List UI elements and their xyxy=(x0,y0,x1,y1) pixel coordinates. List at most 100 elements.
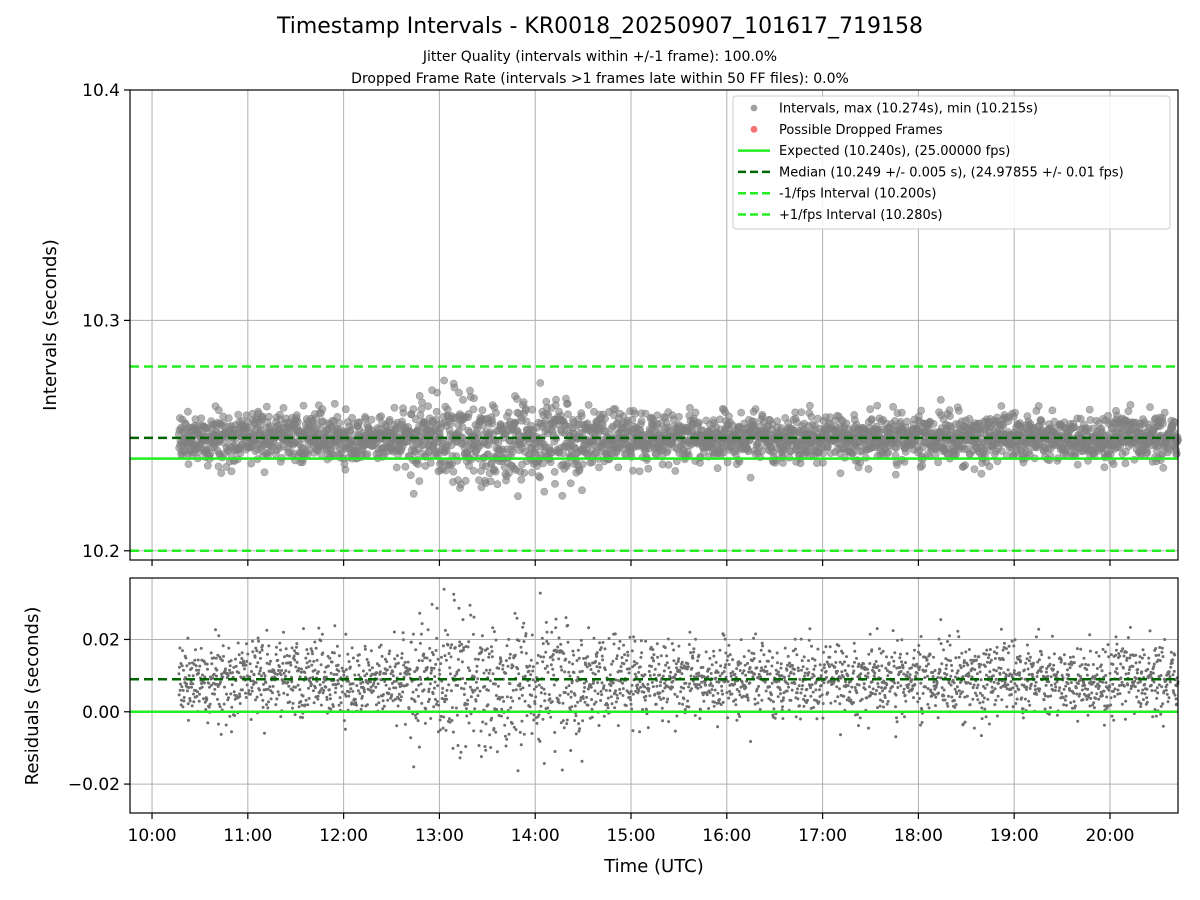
residual-point xyxy=(195,694,199,698)
residual-point xyxy=(569,695,573,699)
residual-point xyxy=(600,654,604,658)
residual-point xyxy=(399,695,403,699)
legend-label: +1/fps Interval (10.280s) xyxy=(779,208,943,223)
residual-point xyxy=(631,729,635,733)
residual-point xyxy=(310,663,314,667)
residual-point xyxy=(430,602,434,606)
residual-point xyxy=(447,652,451,655)
interval-point xyxy=(961,461,969,470)
residual-point xyxy=(593,689,597,693)
residual-point xyxy=(337,669,341,673)
residual-point xyxy=(666,697,670,701)
residual-point xyxy=(188,699,192,703)
residual-point xyxy=(763,680,767,684)
residual-point xyxy=(643,685,647,689)
residual-point xyxy=(738,715,742,718)
residual-point xyxy=(572,653,576,657)
residual-point xyxy=(623,653,627,657)
residual-point xyxy=(276,672,279,676)
residual-point xyxy=(328,693,332,697)
residual-point xyxy=(754,632,758,636)
residual-point xyxy=(662,696,666,700)
residual-point xyxy=(510,722,514,725)
residual-point xyxy=(356,659,360,663)
residual-point xyxy=(509,696,513,700)
residual-point xyxy=(425,666,429,669)
residual-point xyxy=(368,680,372,684)
residual-point xyxy=(748,681,752,685)
residual-point xyxy=(260,648,264,652)
interval-point xyxy=(744,447,753,456)
residual-point xyxy=(733,672,737,676)
residual-point xyxy=(485,647,489,651)
residual-point xyxy=(690,666,694,670)
residual-point xyxy=(723,637,727,641)
residual-point xyxy=(431,692,435,696)
residual-point xyxy=(799,691,803,695)
residual-point xyxy=(627,667,631,671)
residual-point xyxy=(771,656,774,660)
residual-point xyxy=(666,637,670,641)
residual-point xyxy=(367,663,371,667)
residual-point xyxy=(720,684,724,688)
interval-point xyxy=(946,412,954,420)
residual-point xyxy=(599,699,603,702)
legend-marker xyxy=(750,125,758,133)
residual-point xyxy=(225,692,228,696)
residual-point xyxy=(561,719,565,723)
residual-point xyxy=(585,695,589,699)
residual-point xyxy=(388,649,392,653)
residual-point xyxy=(316,670,320,674)
interval-point xyxy=(511,418,520,427)
residual-point xyxy=(527,684,531,687)
residual-point xyxy=(255,649,259,653)
residual-point xyxy=(671,685,675,689)
intervals-y-tick-label: 10.3 xyxy=(82,311,120,331)
residual-point xyxy=(602,684,606,688)
residual-point xyxy=(580,669,584,673)
residual-point xyxy=(574,714,578,718)
residual-point xyxy=(655,684,659,688)
interval-point xyxy=(564,410,572,419)
residual-point xyxy=(436,657,440,661)
interval-point xyxy=(504,408,513,417)
residual-point xyxy=(292,654,296,658)
residual-point xyxy=(322,688,326,692)
residual-point xyxy=(274,703,278,707)
residual-point xyxy=(331,705,335,708)
residual-point xyxy=(807,659,810,663)
interval-point xyxy=(566,479,575,488)
residual-point xyxy=(609,695,613,699)
residual-point xyxy=(343,727,347,731)
interval-point xyxy=(415,391,424,400)
residual-point xyxy=(657,662,661,666)
residual-point xyxy=(600,693,604,697)
residual-point xyxy=(372,681,376,685)
residual-point xyxy=(321,651,325,655)
residual-point xyxy=(764,665,767,669)
residual-point xyxy=(524,651,528,655)
interval-point xyxy=(519,398,528,407)
residual-point xyxy=(297,705,301,709)
residual-point xyxy=(453,646,457,649)
residual-point xyxy=(538,739,542,743)
residual-point xyxy=(412,765,416,769)
residuals-panel: −0.020.000.02 10:00 11:00 12:00 13:00 14:00 1… xyxy=(22,577,1180,877)
residual-point xyxy=(766,672,769,676)
residual-point xyxy=(781,698,785,702)
residual-point xyxy=(622,643,626,647)
residual-point xyxy=(409,640,413,644)
residual-point xyxy=(795,653,799,657)
residual-point xyxy=(394,686,398,690)
residual-point xyxy=(744,673,748,677)
residual-point xyxy=(699,685,703,689)
residual-point xyxy=(567,670,571,674)
residual-point xyxy=(232,690,236,694)
residual-point xyxy=(293,658,297,662)
residual-point xyxy=(444,728,448,732)
residual-point xyxy=(320,632,324,636)
residual-point xyxy=(376,682,380,686)
residual-point xyxy=(398,672,402,676)
residual-point xyxy=(333,624,337,628)
residual-point xyxy=(437,703,441,707)
